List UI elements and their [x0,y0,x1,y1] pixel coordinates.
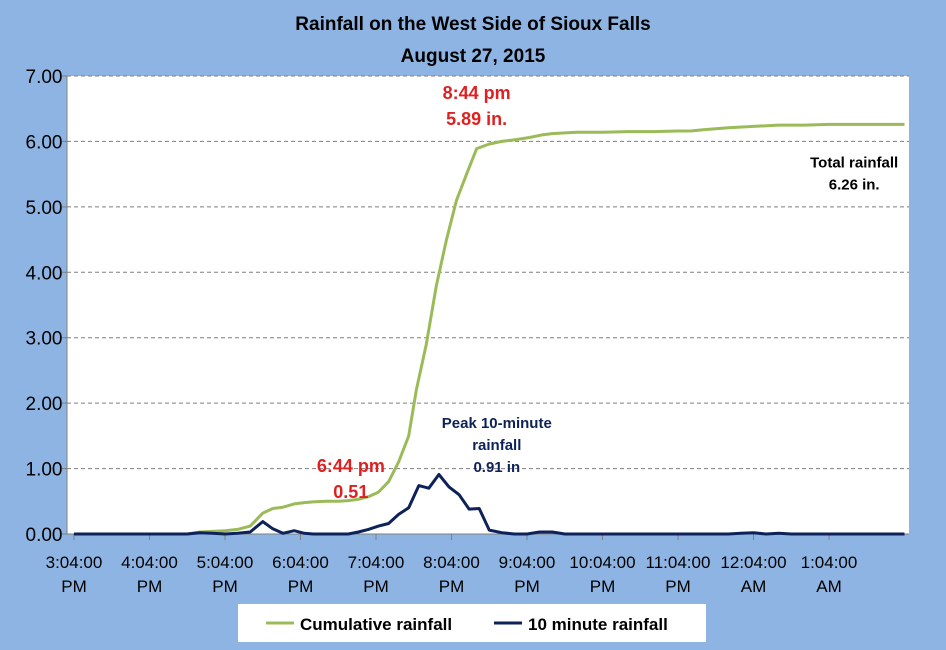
x-tick-label: 12:04:00 [720,553,786,572]
annotation-text: 5.89 in. [446,109,507,129]
x-tick-label: 11:04:00 [646,553,711,572]
y-tick-label: 6.00 [26,132,63,153]
x-tick-label-ampm: PM [590,577,616,596]
y-tick-label: 0.00 [26,525,63,546]
x-tick-label-ampm: PM [212,577,238,596]
x-tick-label: 6:04:00 [272,553,329,572]
legend-label-10min: 10 minute rainfall [528,615,668,634]
series-lines [74,122,905,536]
annotation-text: Total rainfall [810,155,898,172]
annotation-text: 6.26 in. [829,177,880,194]
annotation-text: rainfall [472,437,521,454]
x-tick-label: 7:04:00 [348,553,405,572]
chart-subtitle: August 27, 2015 [401,46,546,67]
plot-area [67,76,909,534]
annotations: 8:44 pm 5.89 in. Total rainfall 6.26 in. Pea… [317,83,898,502]
y-tick-label: 5.00 [26,198,63,219]
x-tick-label: 5:04:00 [197,553,254,572]
x-tick-label-ampm: PM [137,577,163,596]
legend-box [238,604,706,642]
legend-label-cumulative: Cumulative rainfall [300,615,452,634]
y-tick-label: 1.00 [26,460,63,481]
y-tick-label: 4.00 [26,263,63,284]
x-tick-label-ampm: PM [363,577,389,596]
x-tick-label: 4:04:00 [121,553,178,572]
y-tick-label: 7.00 [26,67,63,88]
series-line-cumulative [74,122,905,536]
annotation-text: 0.51 [333,482,368,502]
x-tick-label: 1:04:00 [801,553,858,572]
legend: Cumulative rainfall 10 minute rainfall [238,604,706,642]
x-tick-label-ampm: AM [816,577,842,596]
annotation-text: Peak 10-minute [442,415,552,432]
chart-title: Rainfall on the West Side of Sioux Falls [295,14,650,35]
x-axis-ticks: 3:04:00 PM 4:04:00 PM 5:04:00 PM 6:04:00 PM 7:04… [46,534,858,596]
x-tick-label: 10:04:00 [569,553,635,572]
x-tick-label: 8:04:00 [423,553,480,572]
x-tick-label-ampm: PM [288,577,314,596]
y-tick-label: 3.00 [26,329,63,350]
x-tick-label-ampm: PM [514,577,540,596]
x-tick-label-ampm: PM [61,577,87,596]
x-tick-label: 9:04:00 [499,553,556,572]
x-tick-label-ampm: PM [439,577,465,596]
y-axis-ticks: 0.00 1.00 2.00 3.00 4.00 5.00 6.00 7.00 [26,67,67,546]
annotation-text: 6:44 pm [317,456,385,476]
x-tick-label-ampm: PM [665,577,691,596]
annotation-text: 0.91 in [473,459,520,476]
x-tick-label-ampm: AM [741,577,767,596]
annotation-text: 8:44 pm [443,83,511,103]
x-tick-label: 3:04:00 [46,553,103,572]
series-line-10-minute [74,473,905,536]
y-tick-label: 2.00 [26,394,63,415]
